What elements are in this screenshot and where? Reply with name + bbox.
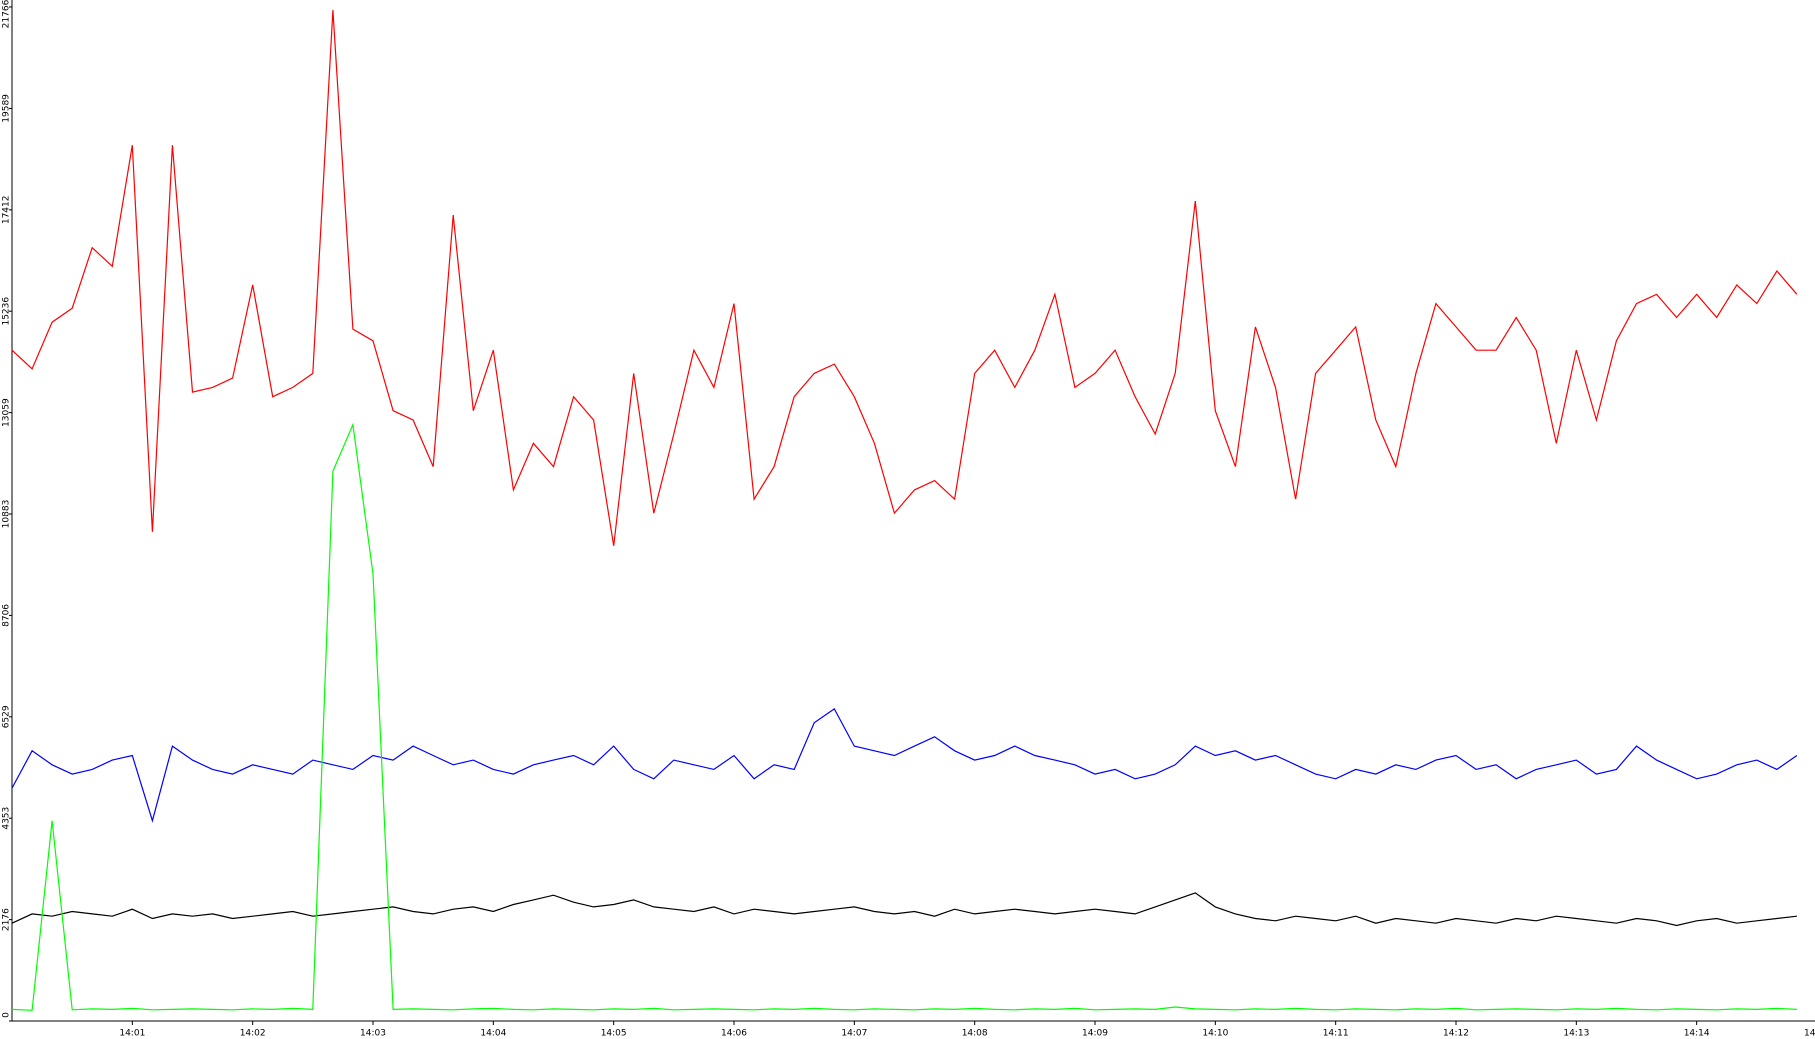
y-tick-label: 13059 bbox=[2, 398, 12, 427]
x-tick-label: 14:12 bbox=[1443, 1029, 1469, 1039]
y-tick-label: 8706 bbox=[2, 604, 12, 627]
series-line bbox=[11, 10, 1798, 546]
series-line bbox=[11, 892, 1797, 927]
series-line bbox=[11, 708, 1798, 823]
y-tick-label: 15236 bbox=[2, 297, 12, 326]
x-tick-label: 14:05 bbox=[601, 1029, 627, 1039]
x-tick-label: 14:04 bbox=[480, 1029, 506, 1039]
y-tick-label: 4353 bbox=[2, 807, 12, 830]
y-tick-label: 19589 bbox=[2, 94, 12, 123]
x-tick-label: 14:10 bbox=[1202, 1029, 1228, 1039]
x-tick-label: 14:02 bbox=[240, 1029, 266, 1039]
x-tick-label: 14:11 bbox=[1323, 1029, 1349, 1039]
x-tick-label: 14:13 bbox=[1563, 1029, 1589, 1039]
y-tick-label: 0 bbox=[2, 1012, 12, 1018]
y-tick-label: 2176 bbox=[2, 908, 12, 931]
y-tick-label: 6529 bbox=[2, 705, 12, 728]
y-tick-label: 21766 bbox=[2, 0, 12, 28]
x-tick-label: 14:09 bbox=[1082, 1029, 1108, 1039]
x-tick-label: 14:07 bbox=[841, 1029, 867, 1039]
x-tick-label: 14:08 bbox=[962, 1029, 988, 1039]
x-tick-label: 14:06 bbox=[721, 1029, 747, 1039]
x-tick-label: 14:15 bbox=[1804, 1029, 1815, 1039]
y-tick-label: 17412 bbox=[2, 196, 12, 225]
y-tick-label: 10883 bbox=[2, 500, 12, 529]
x-tick-label: 14:03 bbox=[360, 1029, 386, 1039]
x-tick-label: 14:01 bbox=[119, 1029, 145, 1039]
x-tick-label: 14:14 bbox=[1684, 1029, 1710, 1039]
series-line bbox=[11, 422, 1797, 1011]
